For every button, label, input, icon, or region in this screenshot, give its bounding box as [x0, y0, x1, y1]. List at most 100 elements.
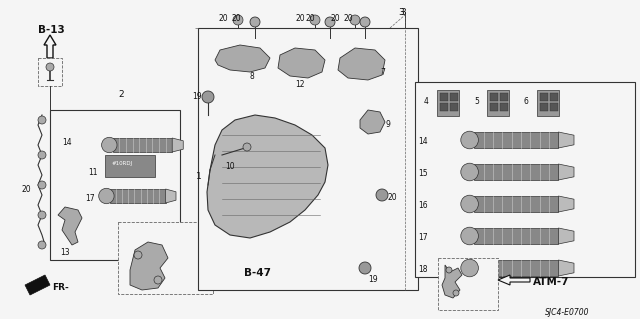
Text: 19: 19 [192, 92, 202, 101]
Text: 20: 20 [344, 14, 354, 23]
Text: 16: 16 [418, 201, 428, 210]
Text: #10RDJ: #10RDJ [112, 161, 133, 166]
Text: 6: 6 [524, 97, 529, 106]
Bar [438, 258, 498, 310]
Circle shape [461, 163, 479, 181]
Circle shape [102, 137, 117, 153]
Text: 18: 18 [418, 265, 428, 274]
Polygon shape [208, 267, 240, 277]
Polygon shape [278, 48, 325, 78]
Circle shape [38, 151, 46, 159]
Bar [118, 222, 213, 294]
Circle shape [453, 290, 459, 296]
Circle shape [360, 17, 370, 27]
Polygon shape [360, 110, 385, 134]
Text: 20: 20 [388, 193, 397, 202]
Bar [450, 103, 458, 111]
Bar [109, 189, 166, 203]
Bar [440, 93, 448, 101]
Circle shape [250, 17, 260, 27]
Circle shape [38, 211, 46, 219]
Bar [50, 110, 180, 260]
Text: 17: 17 [418, 233, 428, 242]
Polygon shape [44, 35, 56, 58]
Bar [490, 93, 498, 101]
Polygon shape [558, 132, 574, 148]
Bar [500, 103, 508, 111]
Polygon shape [130, 242, 168, 290]
Text: 1: 1 [196, 172, 202, 181]
Polygon shape [207, 115, 328, 238]
Circle shape [38, 181, 46, 189]
Polygon shape [338, 48, 385, 80]
Circle shape [38, 116, 46, 124]
Text: 20: 20 [330, 14, 340, 23]
Polygon shape [558, 260, 574, 276]
Text: B-47: B-47 [244, 268, 271, 278]
Text: 3: 3 [400, 8, 406, 17]
Bar [198, 28, 418, 290]
Circle shape [461, 131, 479, 149]
Circle shape [359, 262, 371, 274]
Polygon shape [498, 275, 530, 285]
Circle shape [350, 15, 360, 25]
Circle shape [134, 251, 142, 259]
Text: 20: 20 [306, 14, 316, 23]
Bar [415, 82, 635, 277]
Polygon shape [442, 265, 462, 298]
Bar [550, 103, 558, 111]
Circle shape [446, 267, 452, 273]
Text: SJC4-E0700: SJC4-E0700 [545, 308, 589, 317]
Text: 17: 17 [85, 194, 95, 203]
Bar [500, 93, 508, 101]
Text: 7: 7 [380, 68, 385, 77]
Text: B-13: B-13 [38, 25, 65, 35]
Text: 19: 19 [368, 275, 378, 284]
Bar [113, 138, 172, 152]
Bar [550, 93, 558, 101]
Bar [440, 103, 448, 111]
Text: 12: 12 [295, 80, 305, 89]
Circle shape [154, 276, 162, 284]
Text: 14: 14 [418, 137, 428, 146]
Bar [490, 103, 498, 111]
Text: 20: 20 [218, 14, 228, 23]
Text: 15: 15 [418, 169, 428, 178]
Text: ATM-7: ATM-7 [533, 277, 570, 287]
Text: 11: 11 [88, 168, 97, 177]
Polygon shape [166, 189, 176, 203]
Bar [540, 93, 548, 101]
Bar [105, 155, 155, 177]
Text: FR-: FR- [52, 283, 68, 292]
Text: 13: 13 [60, 248, 70, 257]
Circle shape [99, 188, 114, 204]
Polygon shape [558, 196, 574, 212]
Circle shape [461, 227, 479, 245]
Text: 14: 14 [62, 138, 72, 147]
Circle shape [38, 241, 46, 249]
Bar [437, 90, 459, 116]
Text: 10: 10 [225, 162, 235, 171]
Bar [540, 103, 548, 111]
Circle shape [310, 15, 320, 25]
Text: 20: 20 [231, 14, 241, 23]
Text: 4: 4 [424, 97, 429, 106]
Circle shape [46, 63, 54, 71]
Bar [474, 132, 558, 148]
Polygon shape [25, 275, 50, 295]
Circle shape [202, 91, 214, 103]
Bar [474, 196, 558, 212]
Polygon shape [558, 164, 574, 180]
Text: 20: 20 [296, 14, 305, 23]
Text: 20: 20 [22, 185, 31, 194]
Text: 9: 9 [385, 120, 390, 129]
Text: 5: 5 [474, 97, 479, 106]
Polygon shape [172, 138, 183, 152]
Bar [537, 90, 559, 116]
Bar [450, 93, 458, 101]
Circle shape [461, 195, 479, 213]
Circle shape [243, 143, 251, 151]
Polygon shape [58, 207, 82, 245]
Bar [474, 228, 558, 244]
Circle shape [233, 15, 243, 25]
